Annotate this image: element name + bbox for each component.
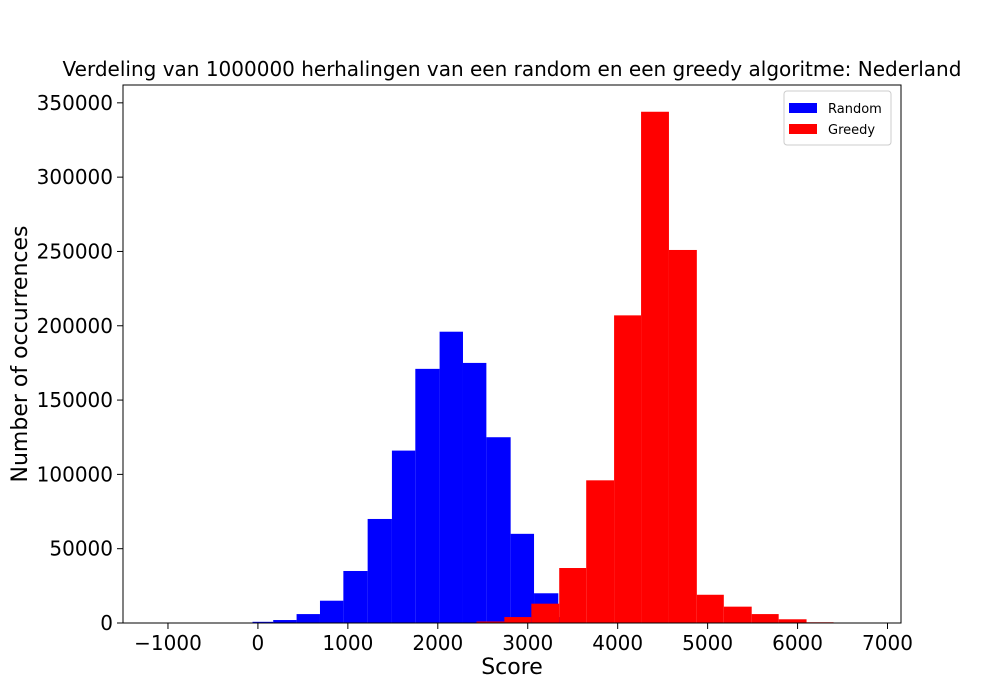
bar-greedy-4 [559,568,587,623]
legend-label-greedy: Greedy [828,123,875,138]
legend: Random Greedy [783,90,892,146]
bar-greedy-8 [668,249,697,623]
bar-greedy-1 [476,621,505,623]
bar-random-3 [296,614,320,623]
x-tick-label: 3000 [502,631,553,655]
bar-random-6 [367,518,392,623]
bar-greedy-11 [751,614,779,623]
legend-swatch-random [789,103,817,113]
bar-random-5 [343,570,368,623]
x-tick-label: 2000 [412,631,463,655]
y-tick-label: 100000 [37,462,113,486]
x-axis: −1000 0 1000 2000 3000 4000 5000 6000 7000 [134,623,913,655]
bar-random-10 [462,362,487,623]
chart-title: Verdeling van 1000000 herhalingen van ee… [63,57,962,81]
y-tick-label: 150000 [37,388,113,412]
bar-greedy-3 [531,603,560,623]
plot-frame [122,84,902,624]
bar-greedy-2 [504,617,532,623]
bar-greedy-9 [696,594,724,623]
bar-greedy-10 [723,606,752,623]
y-axis-label: Number of occurrences [8,226,33,483]
x-tick-label: 0 [252,631,265,655]
bar-greedy-12 [778,619,807,623]
legend-label-random: Random [828,102,882,117]
bar-random-7 [391,450,416,623]
bar-random-12 [510,533,535,623]
legend-swatch-greedy [789,124,817,134]
y-tick-label: 50000 [49,537,113,561]
bar-random-2 [273,620,297,623]
bar-random-4 [319,600,344,623]
y-tick-label: 0 [100,611,113,635]
y-tick-label: 350000 [37,91,113,115]
bar-greedy-7 [641,111,669,624]
bar-random-8 [415,368,440,623]
y-tick-label: 300000 [37,165,113,189]
bar-random-11 [486,437,511,623]
x-tick-label: 6000 [772,631,823,655]
y-tick-label: 200000 [37,314,113,338]
x-tick-label: 1000 [322,631,373,655]
x-axis-label: Score [481,655,543,680]
y-tick-label: 250000 [37,239,113,263]
bar-random-9 [439,331,463,623]
y-axis: 0 50000 100000 150000 200000 250000 300000 3500… [37,91,123,635]
bar-greedy-5 [586,480,615,623]
x-tick-label: 7000 [862,631,913,655]
x-tick-label: 5000 [682,631,733,655]
bars-layer [228,111,834,624]
bar-random-1 [252,621,274,623]
bar-greedy-6 [614,315,642,623]
x-tick-label: −1000 [134,631,202,655]
x-tick-label: 4000 [592,631,643,655]
